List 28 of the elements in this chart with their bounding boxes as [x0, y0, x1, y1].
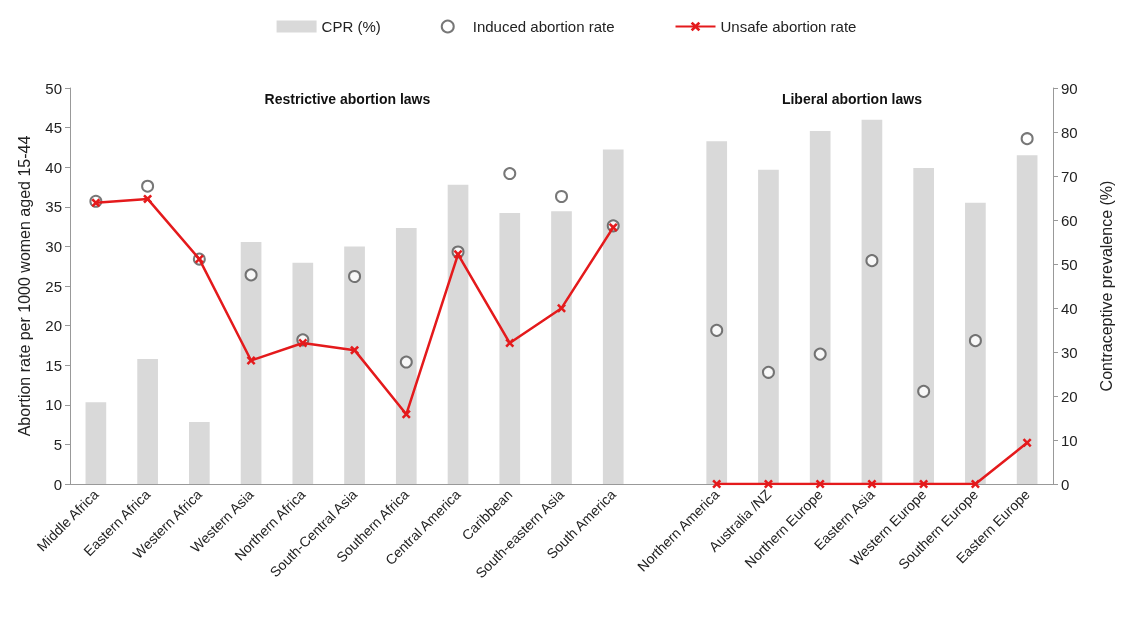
y-tick-label: 45 [45, 119, 62, 137]
annotation: Restrictive abortion laws [264, 91, 431, 107]
y-axis-title: Abortion rate per 1000 women aged 15-44 [15, 135, 33, 437]
y2-tick-label: 20 [1061, 387, 1078, 405]
legend-label: CPR (%) [321, 18, 381, 35]
legend-label: Induced abortion rate [472, 18, 615, 35]
y-tick-label: 5 [53, 435, 62, 453]
y-tick-label: 30 [45, 237, 62, 255]
y2-tick-label: 60 [1061, 211, 1078, 229]
y-tick-label: 40 [45, 158, 62, 176]
y2-tick-label: 40 [1061, 299, 1078, 317]
y2-tick-label: 70 [1061, 167, 1078, 185]
legend-label: Unsafe abortion rate [720, 18, 857, 35]
y2-tick-label: 50 [1061, 255, 1078, 273]
y2-tick-label: 0 [1061, 475, 1070, 493]
y-tick-label: 35 [45, 198, 62, 216]
y2-axis-title: Contraceptive prevalence (%) [1097, 180, 1115, 392]
y-tick-label: 10 [45, 396, 62, 414]
y-tick-label: 20 [45, 317, 62, 335]
y2-tick-label: 10 [1061, 431, 1078, 449]
y2-tick-label: 30 [1061, 343, 1078, 361]
y2-tick-label: 80 [1061, 123, 1078, 141]
annotation: Liberal abortion laws [781, 91, 923, 107]
y-tick-label: 50 [45, 79, 62, 97]
y-tick-label: 15 [45, 356, 62, 374]
y-tick-label: 0 [53, 475, 62, 493]
y2-tick-label: 90 [1061, 79, 1078, 97]
y-tick-label: 25 [45, 277, 62, 295]
